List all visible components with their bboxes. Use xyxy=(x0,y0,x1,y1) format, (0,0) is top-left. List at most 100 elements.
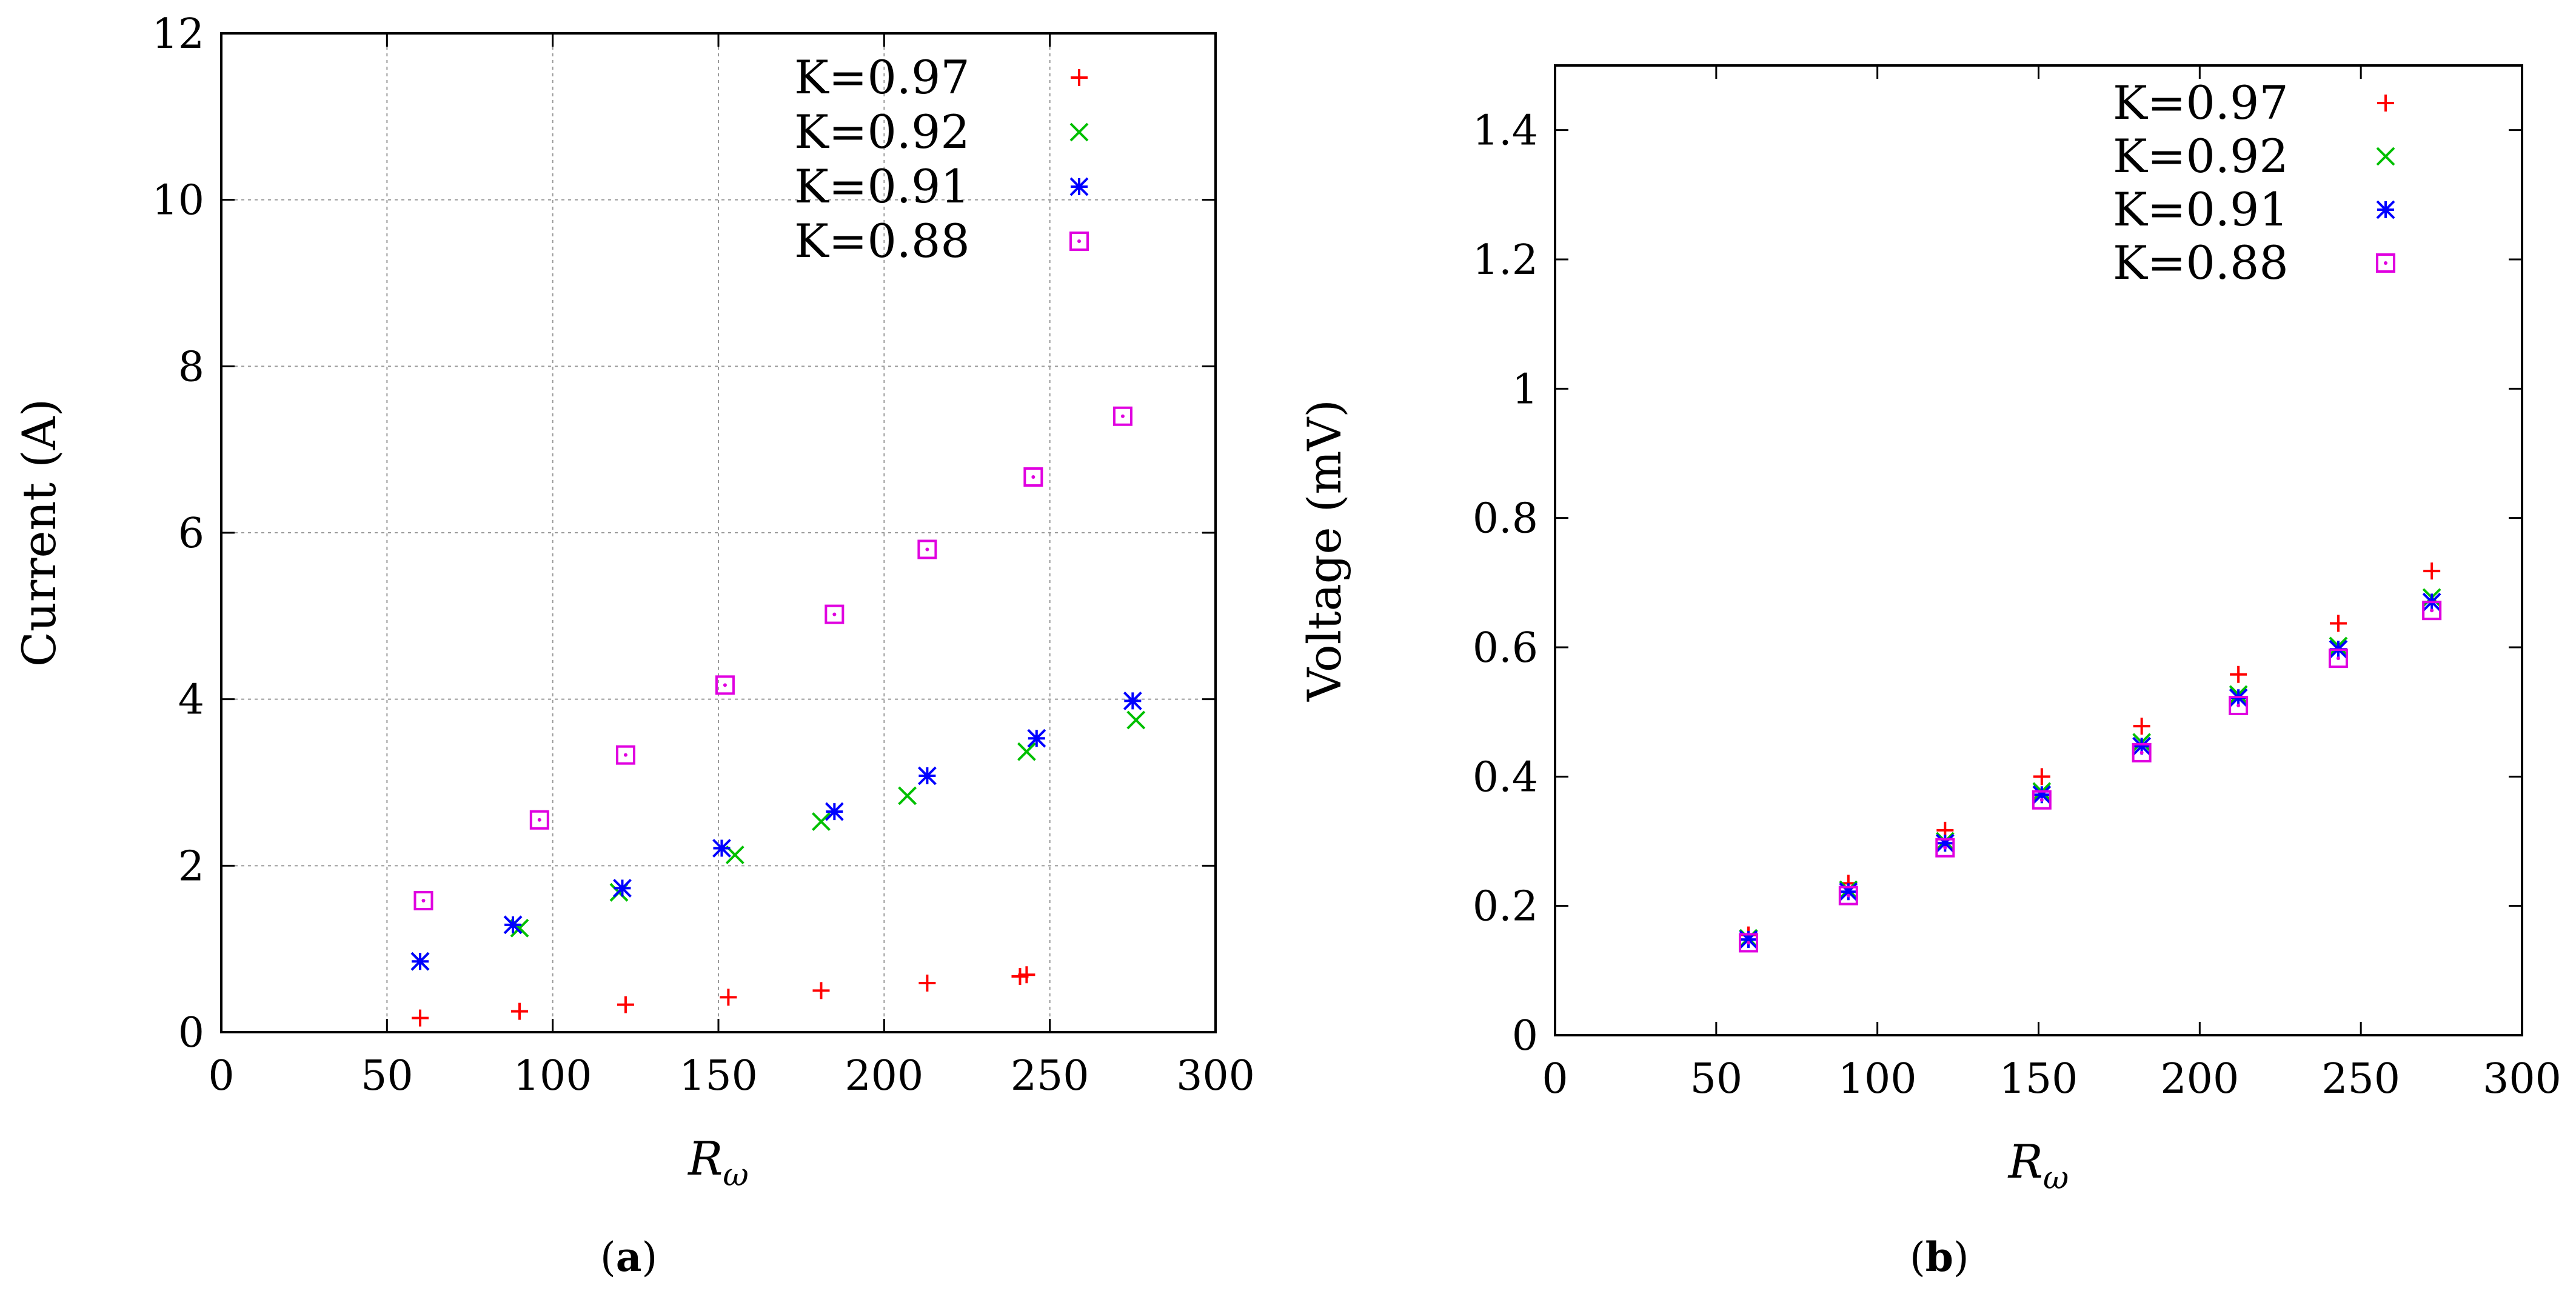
chart-a-ytick-label-4: 8 xyxy=(178,343,204,391)
chart-b-xtick-label-6: 300 xyxy=(2483,1055,2561,1103)
chart-b-ytick-label-4: 0.8 xyxy=(1473,495,1538,543)
chart-a-ylabel: Current (A) xyxy=(12,399,66,667)
chart-a-series-1-point-4 xyxy=(812,812,831,831)
chart-a-series-2 xyxy=(410,691,1142,971)
chart-panel-a: 0 50 100 150 200 250 300 0 2 4 6 8 10 12 Rω Current (A)… xyxy=(12,10,1255,1193)
chart-a-xtick-label-0: 0 xyxy=(208,1052,234,1100)
chart-a-series-3-point-6-dot xyxy=(1031,475,1035,479)
chart-a-series-0-point-2 xyxy=(617,996,634,1013)
chart-a-series-3-point-4-dot xyxy=(832,612,837,616)
chart-b-series-3 xyxy=(1739,601,2442,953)
chart-b-legend-marker-2 xyxy=(2376,200,2395,219)
chart-b-series-0-point-5 xyxy=(2230,665,2247,683)
caption-a: (a) xyxy=(600,1233,658,1281)
chart-a-series-2-point-4 xyxy=(825,802,844,821)
chart-b-series-3-point-4 xyxy=(2132,742,2152,762)
chart-a-series-3-point-1 xyxy=(529,810,549,830)
chart-a-series-0-point-1 xyxy=(511,1002,528,1020)
chart-a-series-2-point-7 xyxy=(1123,691,1142,710)
chart-a-xtick-label-2: 100 xyxy=(514,1052,592,1100)
chart-a-xtick-label-4: 200 xyxy=(845,1052,923,1100)
chart-a-legend-label-0: K=0.97 xyxy=(794,50,970,104)
chart-b-legend-marker-0 xyxy=(2377,95,2394,112)
chart-a-legend-label-1: K=0.92 xyxy=(794,105,970,159)
chart-b-xtick-label-4: 200 xyxy=(2160,1055,2239,1103)
chart-b-series-0-point-3 xyxy=(2033,768,2050,785)
chart-b-series-3-point-6 xyxy=(2328,649,2348,669)
chart-a-series-3-point-3-dot xyxy=(723,683,727,687)
chart-b-legend-marker-3 xyxy=(2376,253,2395,273)
chart-b-legend-marker-3-box xyxy=(2376,253,2395,273)
chart-b-legend-label-2: K=0.91 xyxy=(2113,182,2289,236)
chart-a-series-0 xyxy=(412,966,1035,1027)
chart-b-series-3-point-0-box xyxy=(1739,933,1758,953)
chart-b-series-3-point-4-dot xyxy=(2139,750,2144,755)
chart-b-series-3-point-1 xyxy=(1838,885,1858,905)
chart-a-ytick-label-3: 6 xyxy=(178,510,204,558)
chart-a-legend-marker-3-box xyxy=(1069,232,1089,251)
chart-a-series-0-point-4 xyxy=(812,982,830,999)
chart-a-series-0-point-3 xyxy=(720,989,737,1006)
caption-b: (b) xyxy=(1910,1233,1969,1281)
chart-b-series-3-point-7-dot xyxy=(2430,609,2434,613)
chart-b-series-3-point-7-box xyxy=(2422,601,2442,621)
chart-a-legend-label-2: K=0.91 xyxy=(794,159,970,213)
chart-a-series-1-point-5 xyxy=(898,786,917,805)
chart-b-series-2-point-3 xyxy=(2032,785,2052,804)
chart-b-series-3-point-7 xyxy=(2422,601,2442,621)
chart-b-ytick-label-0: 0 xyxy=(1512,1012,1538,1060)
chart-a-series-2-point-2 xyxy=(613,878,632,898)
chart-b-legend-marker-1 xyxy=(2376,147,2395,166)
chart-b-legend-marker-3-dot xyxy=(2384,261,2387,265)
chart-a-series-3-point-5-dot xyxy=(925,547,929,552)
chart-b-xlabel: Rω xyxy=(2007,1135,2069,1196)
chart-a-xtick-label-6: 300 xyxy=(1176,1052,1255,1100)
chart-b-series-1 xyxy=(1739,588,2441,948)
chart-b-series-2-point-1 xyxy=(1839,882,1858,901)
chart-b-ylabel: Voltage (mV) xyxy=(1297,399,1351,702)
chart-b-series-2-point-0 xyxy=(1739,930,1758,949)
chart-a-xtick-label-3: 150 xyxy=(679,1052,758,1100)
chart-a-series-3-point-7-dot xyxy=(1120,414,1125,418)
chart-b-series-3-point-5-dot xyxy=(2236,704,2241,707)
chart-a-legend-label-3: K=0.88 xyxy=(794,214,970,268)
chart-a-xtick-label-1: 50 xyxy=(361,1052,413,1100)
chart-a-series-3-point-7-box xyxy=(1112,406,1132,426)
chart-b-series-3-point-5-box xyxy=(2229,696,2249,715)
chart-b-series-3-point-0 xyxy=(1739,933,1758,953)
chart-b-series-0-point-4 xyxy=(2133,718,2150,735)
chart-b-xlabel-sub: ω xyxy=(2043,1160,2069,1196)
chart-b-xtick-label-1: 50 xyxy=(1690,1055,1743,1103)
caption-a-letter: a xyxy=(615,1233,642,1281)
chart-a-series-2-point-0 xyxy=(410,952,430,971)
chart-b-series-3-point-6-box xyxy=(2328,649,2348,669)
chart-b-ytick-label-5: 1 xyxy=(1512,365,1538,413)
chart-b-ytick-label-7: 1.4 xyxy=(1473,107,1538,155)
chart-a-series-3-point-5-box xyxy=(917,539,937,559)
chart-a-xlabel: Rω xyxy=(687,1132,749,1193)
chart-a-series-3-point-1-dot xyxy=(537,818,541,822)
chart-a-series-3-point-1-box xyxy=(529,810,549,830)
chart-b-ytick-label-1: 0.2 xyxy=(1473,883,1538,931)
chart-a-series-2-point-1 xyxy=(503,915,523,935)
chart-a-xlabel-main: R xyxy=(687,1132,723,1186)
chart-a-series-2-point-3 xyxy=(712,839,731,858)
chart-a-legend-marker-3-dot xyxy=(1077,239,1081,243)
chart-b-series-2 xyxy=(1739,592,2441,949)
chart-b-series-3-point-0-dot xyxy=(1747,941,1750,945)
chart-b-ytick-label-2: 0.4 xyxy=(1473,753,1538,801)
chart-b-series-2-point-4 xyxy=(2132,736,2152,756)
chart-a-series-1-point-7 xyxy=(1126,710,1146,730)
chart-a-series-3-point-0 xyxy=(413,891,433,911)
chart-b-series-3-point-6-dot xyxy=(2336,656,2340,661)
chart-a-ytick-label-6: 12 xyxy=(152,10,204,58)
chart-b-series-3-point-2-dot xyxy=(1943,845,1947,850)
chart-a-series-3-point-6 xyxy=(1023,467,1043,487)
chart-b-axes-frame xyxy=(1554,64,2523,1036)
chart-panel-b: 0 50 100 150 200 250 300 0 0.2 0.4 0.6 0.8 1 1.2 1.4 Rω… xyxy=(1297,64,2561,1196)
chart-b-xlabel-main: R xyxy=(2007,1135,2043,1189)
chart-a-ytick-label-2: 4 xyxy=(178,676,204,724)
chart-b-xtick-label-2: 100 xyxy=(1838,1055,1917,1103)
chart-b-series-2-point-2 xyxy=(1935,833,1955,853)
